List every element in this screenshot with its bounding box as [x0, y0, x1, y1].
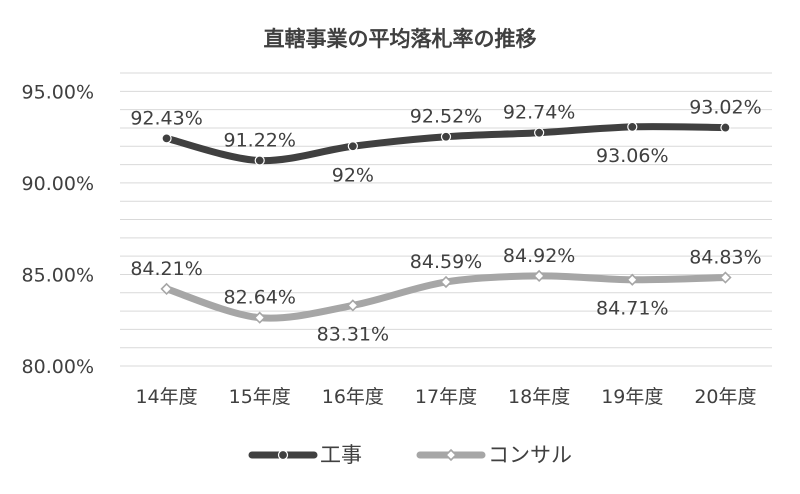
legend-label: 工事 — [320, 443, 362, 467]
data-label: 93.06% — [596, 145, 668, 167]
x-tick-label: 18年度 — [508, 386, 570, 408]
data-label: 93.02% — [689, 97, 761, 119]
x-axis-ticks: 14年度 15年度 16年度 17年度 18年度 19年度 20年度 — [135, 386, 756, 408]
data-point — [161, 133, 172, 144]
data-label: 92.74% — [503, 102, 575, 124]
data-point — [626, 273, 639, 286]
legend: 工事 コンサル — [248, 443, 572, 467]
series-layer — [160, 121, 732, 324]
legend-marker — [277, 449, 289, 461]
data-label: 84.59% — [410, 251, 482, 273]
x-tick-label: 19年度 — [601, 386, 663, 408]
data-label: 91.22% — [223, 130, 295, 152]
data-label: 82.64% — [223, 287, 295, 309]
data-label: 84.21% — [130, 258, 202, 280]
x-tick-label: 15年度 — [229, 386, 291, 408]
data-point — [627, 121, 638, 132]
chart-title: 直轄事業の平均落札率の推移 — [264, 27, 537, 51]
data-point — [439, 275, 453, 289]
data-label: 84.71% — [596, 298, 668, 320]
x-tick-label: 20年度 — [694, 386, 756, 408]
data-label: 83.31% — [317, 323, 389, 345]
data-label: 84.92% — [503, 245, 575, 267]
y-tick-label: 85.00% — [22, 264, 94, 286]
data-label: 92% — [332, 164, 374, 186]
data-labels: 92.43% 91.22% 92% 92.52% 92.74% 93.06% 93.02% 8… — [130, 97, 761, 346]
x-tick-label: 14年度 — [135, 386, 197, 408]
data-point — [534, 127, 545, 138]
data-point — [160, 282, 173, 296]
y-tick-label: 95.00% — [22, 81, 94, 103]
y-axis-ticks: 95.00% 90.00% 85.00% 80.00% — [22, 81, 94, 378]
data-point — [440, 131, 452, 142]
data-point — [254, 155, 265, 166]
x-tick-label: 16年度 — [322, 386, 384, 408]
y-tick-label: 80.00% — [22, 356, 94, 378]
data-label: 84.83% — [689, 247, 761, 269]
legend-marker — [444, 448, 458, 462]
data-point — [346, 299, 359, 312]
legend-label: コンサル — [488, 443, 572, 467]
data-label: 92.43% — [130, 107, 202, 129]
data-point — [719, 271, 732, 284]
x-tick-label: 17年度 — [415, 386, 477, 408]
data-point — [347, 141, 358, 152]
y-tick-label: 90.00% — [22, 173, 94, 195]
data-point — [253, 311, 266, 324]
data-label: 92.52% — [410, 106, 482, 128]
data-point — [533, 269, 546, 283]
data-point — [720, 122, 731, 133]
